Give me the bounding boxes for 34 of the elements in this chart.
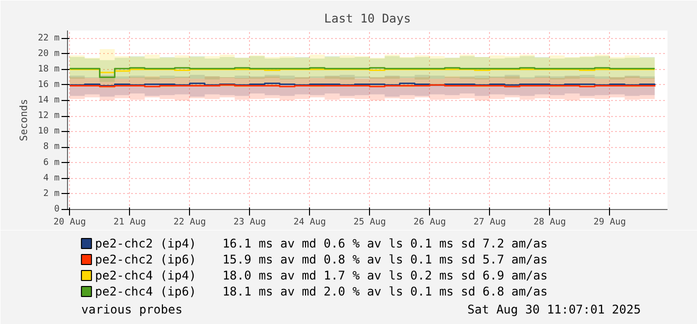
- x-tick-label: 20 Aug: [53, 218, 86, 228]
- y-tick-label: 20 m: [38, 48, 60, 59]
- y-tick-label: 16 m: [38, 80, 60, 90]
- y-tick-label: 6 m: [43, 158, 60, 168]
- legend-label: pe2-chc2 (ip4): [95, 236, 196, 250]
- text: various probes: [81, 302, 182, 316]
- x-tick-label: 22 Aug: [173, 218, 206, 228]
- y-tick-label: 12 m: [38, 111, 60, 122]
- y-tick-label: 14 m: [38, 96, 60, 106]
- chart-title: Last 10 Days: [324, 12, 411, 26]
- x-tick-label: 23 Aug: [233, 218, 266, 228]
- text: 18.0 ms av md 1.7 % av ls 0.2 ms sd 6.9 am/as: [222, 268, 548, 282]
- y-tick-label: 4 m: [43, 173, 60, 184]
- y-tick-label: 2 m: [43, 188, 60, 199]
- y-tick-label: 18 m: [38, 64, 60, 74]
- text: Sat Aug 30 11:07:01 2025: [467, 302, 641, 316]
- legend-label: pe2-chc4 (ip4): [95, 268, 196, 282]
- x-tick-label: 26 Aug: [413, 218, 446, 228]
- y-axis-title: Seconds: [18, 98, 30, 142]
- text: 18.1 ms av md 2.0 % av ls 0.1 ms sd 6.8 am/as: [222, 284, 548, 298]
- y-tick-label: 22 m: [38, 33, 60, 44]
- text: 16.1 ms av md 0.6 % av ls 0.1 ms sd 7.2 am/as: [222, 236, 548, 250]
- x-tick-label: 25 Aug: [353, 218, 386, 228]
- x-tick-label: 24 Aug: [293, 218, 326, 228]
- y-tick-label: 0: [54, 204, 60, 214]
- y-tick-label: 8 m: [43, 142, 60, 152]
- legend-label: pe2-chc2 (ip6): [95, 252, 196, 266]
- x-tick-label: 28 Aug: [533, 218, 566, 228]
- y-tick-label: 10 m: [38, 126, 60, 137]
- x-tick-label: 21 Aug: [113, 218, 146, 228]
- x-tick-label: 27 Aug: [473, 218, 506, 228]
- legend-label: pe2-chc4 (ip6): [95, 284, 196, 298]
- text: 15.9 ms av md 0.8 % av ls 0.1 ms sd 5.7 am/as: [222, 252, 548, 266]
- x-tick-label: 29 Aug: [593, 218, 626, 228]
